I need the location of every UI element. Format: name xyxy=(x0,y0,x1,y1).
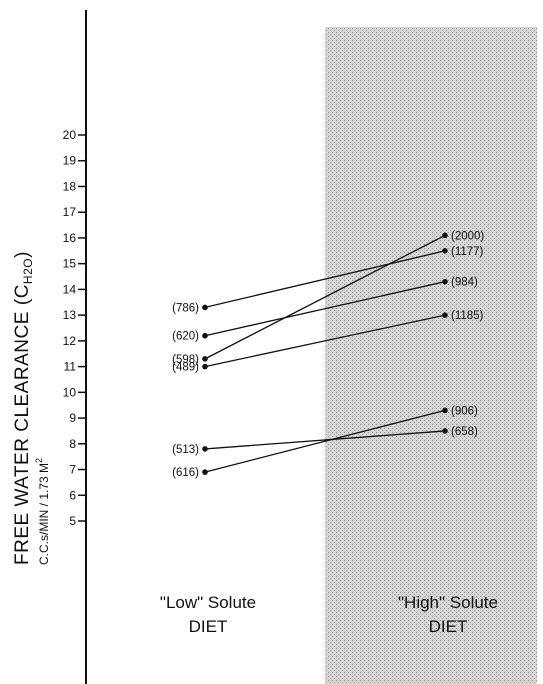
category-label-high-line2: DIET xyxy=(429,617,468,636)
point-high-label: (906) xyxy=(451,405,478,417)
point-labels: (786) (1177) (620) (984) (598) (2000) (489) (11… xyxy=(172,230,484,479)
y-tick-label: 15 xyxy=(63,257,77,271)
point-low-label: (786) xyxy=(172,302,199,314)
point-high xyxy=(442,407,448,414)
point-high-label: (2000) xyxy=(451,230,484,242)
y-tick-label: 7 xyxy=(69,463,76,477)
y-tick-label: 17 xyxy=(63,205,77,219)
point-high xyxy=(442,248,448,254)
category-label-low: "Low" Solute DIET xyxy=(160,593,256,636)
series-line xyxy=(204,281,446,337)
series-lines xyxy=(204,234,446,473)
y-axis-label: FREE WATER CLEARANCE(CH2O) C.C.s/MIN / 1… xyxy=(12,251,51,565)
point-high xyxy=(442,312,448,318)
point-low xyxy=(202,332,208,339)
y-tick-label: 10 xyxy=(63,385,77,399)
point-low xyxy=(202,469,208,475)
y-axis-ticks: 5 6 7 8 9 10 11 12 13 14 15 16 17 18 19 20 xyxy=(63,128,86,528)
point-low-label: (620) xyxy=(172,331,199,343)
high-solute-shaded-region xyxy=(325,27,537,684)
point-high-label: (984) xyxy=(451,277,478,289)
point-high xyxy=(442,232,448,239)
point-low xyxy=(202,304,208,311)
point-high-label: (1177) xyxy=(451,246,484,258)
y-tick-label: 9 xyxy=(69,411,76,425)
y-tick-label: 6 xyxy=(69,488,76,502)
series-points xyxy=(202,232,448,475)
y-tick-label: 5 xyxy=(69,514,76,528)
series-line xyxy=(204,250,446,309)
category-label-low-line2: DIET xyxy=(189,617,228,636)
category-label-low-line1: "Low" Solute xyxy=(160,593,256,612)
point-low xyxy=(202,356,208,362)
point-low-label: (513) xyxy=(172,444,199,456)
y-axis-label-units: C.C.s/MIN / 1.73 M2 xyxy=(34,458,51,565)
point-low-label: (489) xyxy=(172,362,199,374)
y-tick-label: 16 xyxy=(63,231,77,245)
point-low xyxy=(202,363,208,370)
y-tick-label: 13 xyxy=(63,308,77,322)
y-tick-label: 8 xyxy=(69,437,76,451)
point-high xyxy=(442,428,448,434)
series-line xyxy=(204,314,446,368)
y-tick-label: 14 xyxy=(63,282,77,296)
y-tick-label: 12 xyxy=(63,334,77,348)
y-tick-label: 18 xyxy=(63,179,77,193)
point-high-label: (1185) xyxy=(451,310,484,322)
category-label-high-line1: "High" Solute xyxy=(398,593,498,612)
y-axis-label-main: FREE WATER CLEARANCE(CH2O) xyxy=(12,251,35,565)
category-label-high: "High" Solute DIET xyxy=(398,593,498,636)
series-line xyxy=(204,430,446,450)
point-low xyxy=(202,446,208,452)
series-line xyxy=(204,234,446,360)
point-high-label: (658) xyxy=(451,426,478,438)
y-tick-label: 20 xyxy=(63,128,77,142)
point-high xyxy=(442,278,448,285)
y-tick-label: 19 xyxy=(63,154,77,168)
y-tick-label: 11 xyxy=(64,360,77,374)
point-low-label: (598) xyxy=(172,354,199,366)
series-line xyxy=(204,409,446,473)
point-low-label: (616) xyxy=(172,467,199,479)
